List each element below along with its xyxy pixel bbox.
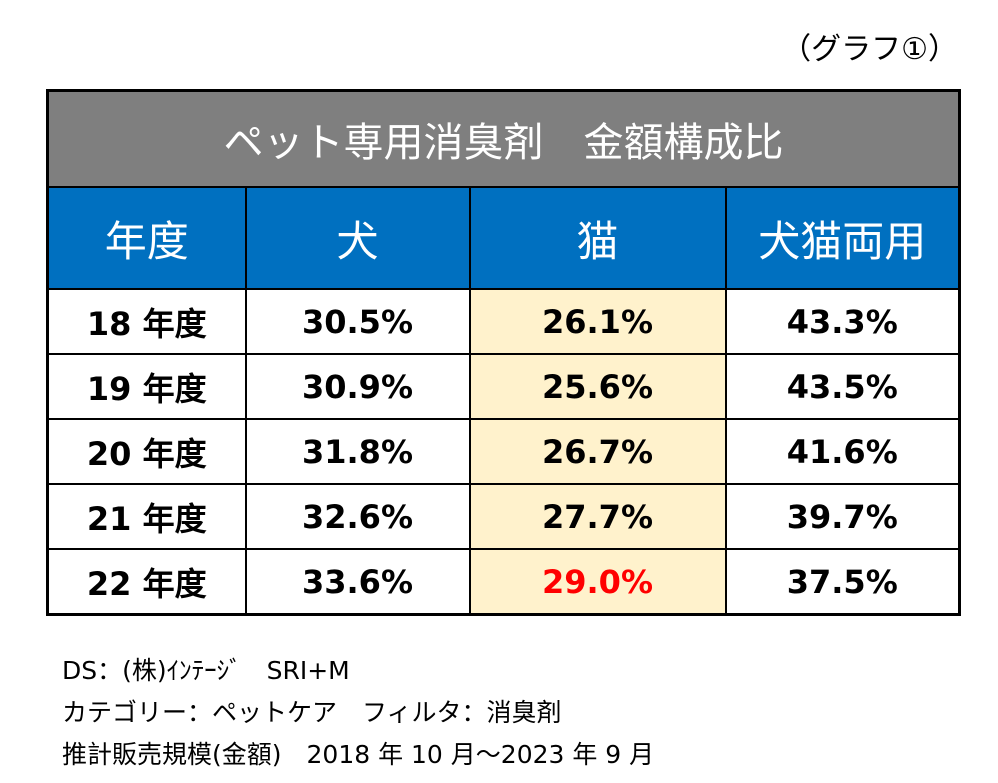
cat-cell-highlight: 29.0%: [468, 548, 727, 616]
category-filter: カテゴリー：ペットケア フィルタ：消臭剤: [62, 698, 562, 727]
table-row: 22 年度 33.6% 29.0% 37.5%: [46, 548, 961, 616]
both-cell: 37.5%: [724, 548, 961, 616]
cat-cell: 26.7%: [468, 418, 727, 485]
table-title: ペット専用消臭剤 金額構成比: [46, 89, 961, 188]
year-cell: 18 年度: [46, 288, 247, 355]
both-cell: 43.3%: [724, 288, 961, 355]
table-row: 18 年度 30.5% 26.1% 43.3%: [46, 288, 961, 355]
period-note: 推計販売規模(金額) 2018 年 10 月～2023 年 9 月: [62, 740, 655, 769]
header-cat: 猫: [468, 186, 727, 290]
year-cell: 19 年度: [46, 353, 247, 420]
cat-cell: 25.6%: [468, 353, 727, 420]
dog-cell: 32.6%: [244, 483, 471, 550]
table-header-row: 年度 犬 猫 犬猫両用: [46, 186, 961, 290]
data-source: DS：(株)ｲﾝﾃｰｼﾞ SRI+M: [62, 656, 350, 685]
source-notes: DS：(株)ｲﾝﾃｰｼﾞ SRI+M カテゴリー：ペットケア フィルタ：消臭剤 …: [62, 650, 654, 776]
header-both: 犬猫両用: [724, 186, 961, 290]
both-cell: 41.6%: [724, 418, 961, 485]
table-row: 21 年度 32.6% 27.7% 39.7%: [46, 483, 961, 550]
dog-cell: 30.9%: [244, 353, 471, 420]
table-row: 19 年度 30.9% 25.6% 43.5%: [46, 353, 961, 420]
both-cell: 43.5%: [724, 353, 961, 420]
dog-cell: 31.8%: [244, 418, 471, 485]
header-dog: 犬: [244, 186, 471, 290]
header-year: 年度: [46, 186, 247, 290]
table-title-row: ペット専用消臭剤 金額構成比: [46, 89, 961, 188]
table-row: 20 年度 31.8% 26.7% 41.6%: [46, 418, 961, 485]
year-cell: 20 年度: [46, 418, 247, 485]
dog-cell: 30.5%: [244, 288, 471, 355]
graph-label: （グラフ①）: [781, 32, 958, 67]
cat-cell: 27.7%: [468, 483, 727, 550]
composition-table: ペット専用消臭剤 金額構成比 年度 犬 猫 犬猫両用 18 年度 30.5% 2…: [46, 89, 961, 616]
dog-cell: 33.6%: [244, 548, 471, 616]
both-cell: 39.7%: [724, 483, 961, 550]
year-cell: 22 年度: [46, 548, 247, 616]
year-cell: 21 年度: [46, 483, 247, 550]
cat-cell: 26.1%: [468, 288, 727, 355]
